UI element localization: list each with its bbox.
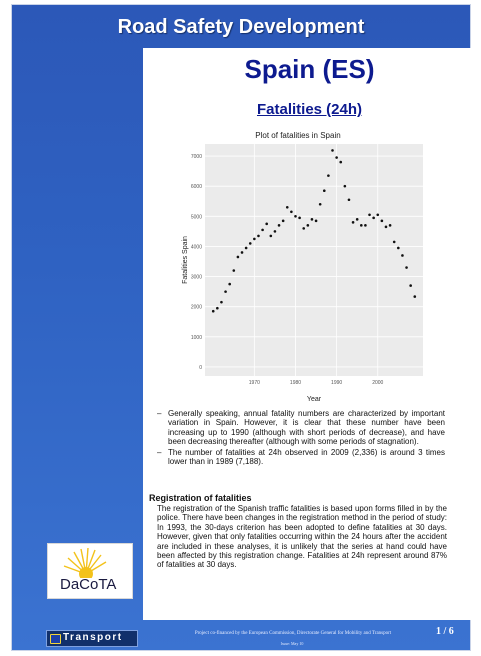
fatalities-scatter-chart: Plot of fatalities in Spain 0 1000 2000 300…: [182, 131, 423, 403]
data-point: [244, 246, 248, 250]
x-tick-labels: 1970 1980 1990 2000: [249, 380, 384, 386]
data-point: [372, 216, 375, 220]
data-point: [327, 174, 330, 177]
data-point: [228, 282, 231, 286]
x-tick-label: 1990: [331, 380, 342, 386]
data-point: [368, 213, 371, 217]
data-point: [392, 240, 396, 244]
y-tick-label: 5000: [191, 214, 202, 220]
data-point: [413, 295, 417, 298]
bullet-item: – The number of fatalities at 24h observ…: [157, 448, 445, 467]
registration-paragraph: The registration of the Spanish traffic …: [157, 504, 447, 570]
data-point: [257, 234, 260, 238]
page-header-title: Road Safety Development: [117, 16, 365, 38]
data-point: [397, 246, 400, 250]
data-point: [220, 300, 223, 304]
data-point: [314, 219, 318, 223]
data-point: [232, 269, 236, 272]
transport-badge: Transport: [46, 630, 138, 647]
y-tick-label: 0: [199, 365, 202, 371]
data-point: [364, 224, 367, 227]
chart-title: Plot of fatalities in Spain: [255, 131, 340, 140]
bullet-list: – Generally speaking, annual fatality nu…: [157, 409, 445, 467]
footer-funding-note: Project co-financed by the European Comm…: [194, 631, 392, 636]
x-axis-label: Year: [307, 396, 322, 403]
x-tick-label: 1980: [290, 380, 301, 386]
bullet-marker: –: [157, 447, 162, 457]
data-point: [331, 149, 334, 152]
dacota-logo-text: DaCoTA: [60, 576, 117, 593]
country-title: Spain (ES): [244, 54, 375, 84]
content-panel: Spain (ES) Fatalities (24h) Plot of fata…: [143, 48, 476, 620]
y-tick-label: 7000: [191, 154, 202, 160]
data-point: [290, 210, 293, 214]
data-point: [269, 234, 273, 238]
bullet-marker: –: [157, 409, 162, 418]
data-point: [281, 219, 285, 223]
data-point: [339, 160, 343, 164]
bullet-text: Generally speaking, annual fatality numb…: [168, 409, 445, 447]
slide-page: Road Safety Development Spain (ES) Fatal…: [12, 5, 476, 650]
transport-label: Transport: [63, 632, 123, 643]
data-point: [273, 230, 277, 233]
data-point: [360, 224, 363, 227]
data-point: [322, 189, 326, 193]
registration-heading: Registration of fatalities: [149, 493, 252, 503]
data-point: [224, 290, 227, 293]
y-tick-label: 4000: [191, 244, 202, 250]
data-point: [343, 184, 347, 188]
data-point: [302, 227, 306, 230]
data-point: [294, 215, 297, 218]
data-point: [335, 156, 338, 159]
data-point: [298, 216, 301, 220]
data-point: [216, 306, 219, 310]
data-point: [261, 228, 264, 232]
sun-icon: [63, 547, 107, 581]
y-tick-label: 6000: [191, 184, 202, 190]
data-point: [351, 221, 355, 224]
data-point: [211, 309, 215, 313]
data-point: [380, 219, 384, 223]
data-point: [388, 224, 392, 227]
section-title: Fatalities (24h): [256, 101, 363, 118]
y-axis-label: Fatalities Spain: [182, 236, 189, 284]
data-point: [318, 202, 322, 206]
plot-panel: [205, 144, 423, 376]
data-point: [405, 266, 408, 269]
data-point: [409, 284, 412, 287]
data-point: [277, 224, 281, 227]
bullet-text: The number of fatalities at 24h observed…: [168, 447, 445, 467]
data-point: [401, 254, 404, 257]
grid-lines: [205, 144, 423, 376]
x-tick-label: 2000: [372, 380, 383, 386]
data-point: [310, 218, 314, 221]
data-point: [347, 198, 351, 202]
y-tick-label: 1000: [191, 335, 202, 341]
x-tick-label: 1970: [249, 380, 260, 386]
page-number: 1 / 6: [436, 626, 454, 637]
data-point: [384, 225, 388, 229]
data-point: [355, 218, 359, 221]
dacota-logo: DaCoTA: [47, 543, 133, 599]
y-tick-label: 3000: [191, 275, 202, 281]
data-point: [376, 213, 380, 217]
data-point: [240, 251, 244, 254]
data-point: [306, 224, 310, 227]
eu-flag-icon: [50, 634, 61, 644]
data-points: [211, 149, 417, 313]
data-point: [248, 242, 252, 245]
data-point: [236, 255, 240, 259]
data-point: [285, 205, 289, 209]
data-point: [253, 237, 256, 241]
footer-issue-date: Issue: May 10: [280, 641, 304, 646]
y-tick-labels: 0 1000 2000 3000 4000 5000 6000 7000: [191, 154, 202, 371]
y-tick-label: 2000: [191, 305, 202, 311]
bullet-item: – Generally speaking, annual fatality nu…: [157, 409, 445, 447]
data-point: [265, 222, 268, 226]
